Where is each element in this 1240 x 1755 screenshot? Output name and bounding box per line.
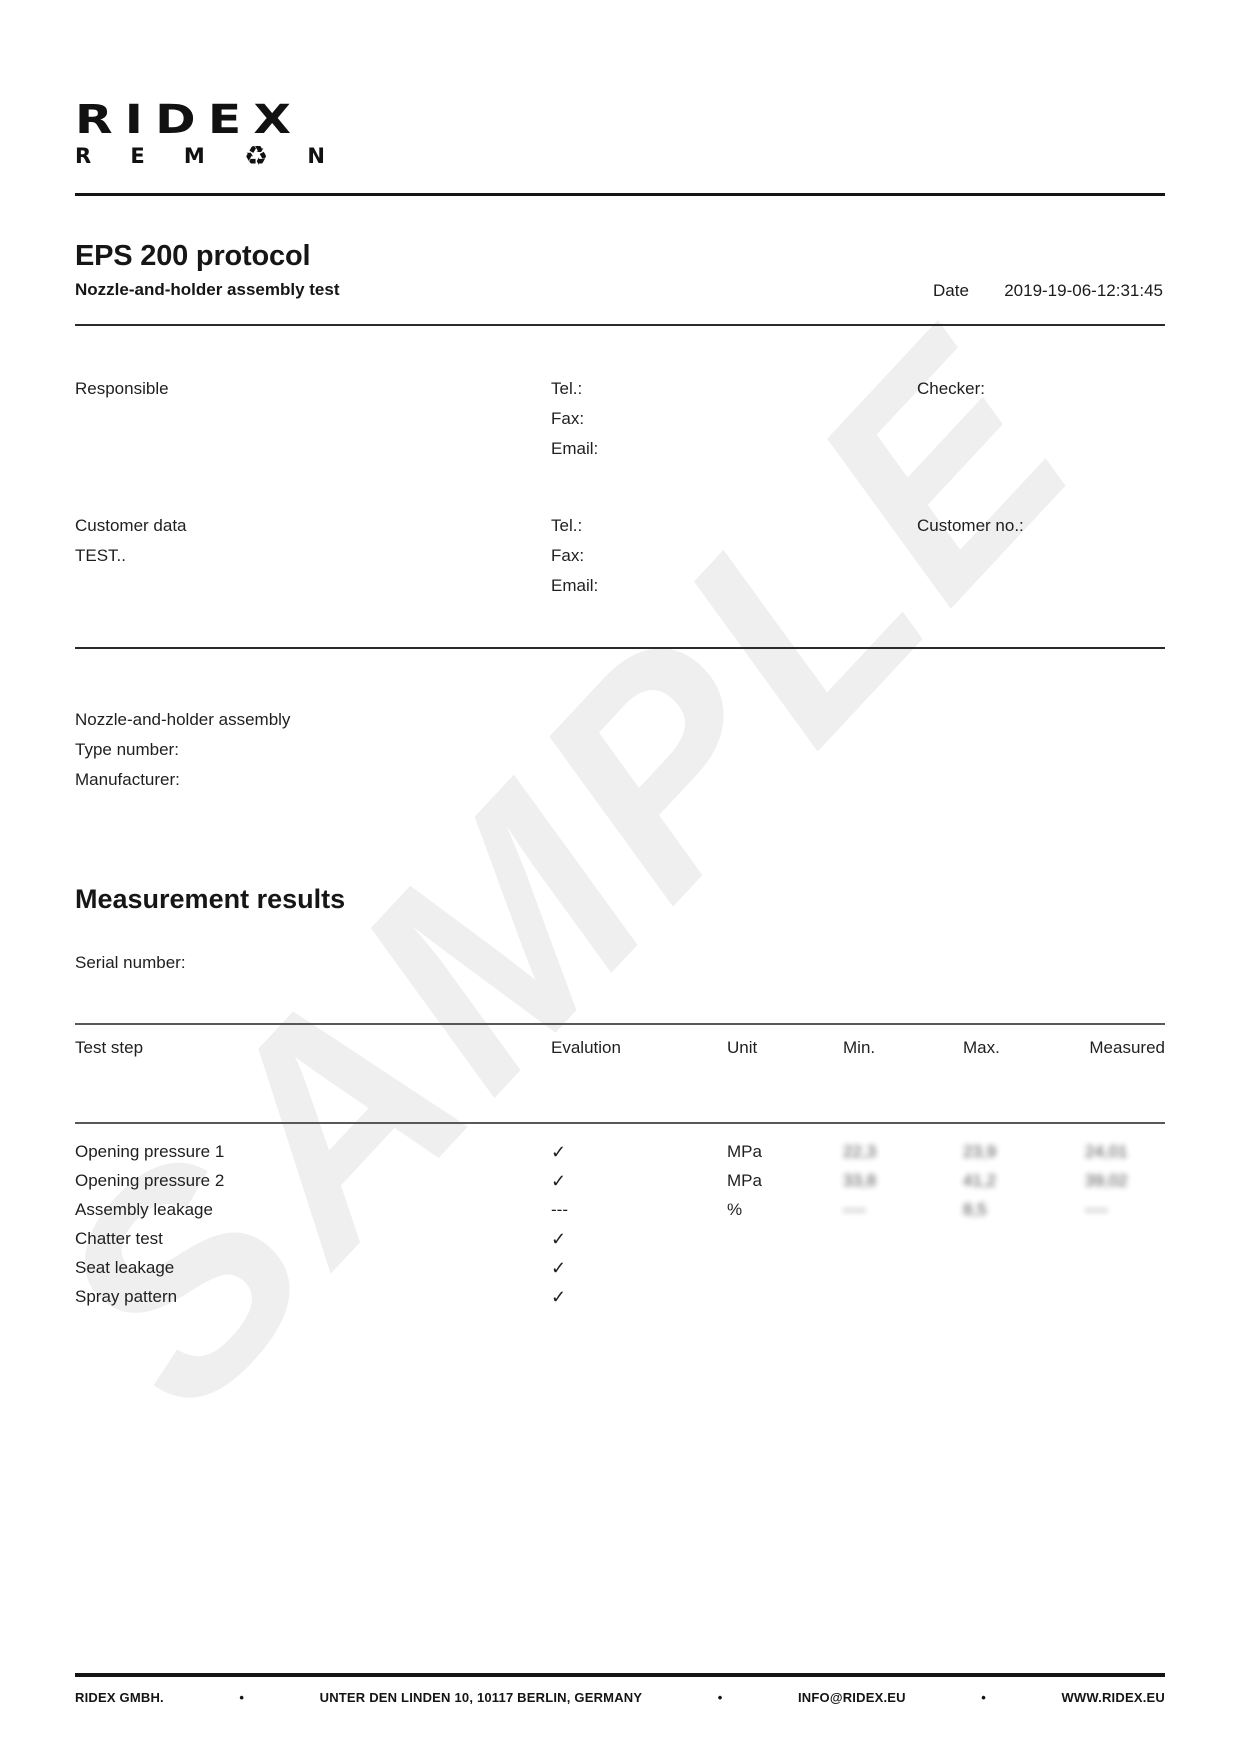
max-value-cell	[963, 1229, 1085, 1249]
recycle-icon: ♻	[244, 141, 269, 172]
col-header-min: Min.	[843, 1038, 876, 1057]
footer-divider	[75, 1673, 1165, 1677]
table-row: Seat leakage ✓	[75, 1258, 1165, 1278]
table-header-row: Test step Evalution Unit Min. Max. Measu…	[75, 1038, 1165, 1058]
customer-tel-label: Tel.:	[551, 516, 583, 535]
test-step-cell: Opening pressure 2	[75, 1171, 225, 1190]
logo-letter-e: E	[130, 144, 145, 169]
page-subtitle: Nozzle-and-holder assembly test	[75, 280, 340, 299]
footer-bullet-icon: •	[981, 1690, 986, 1705]
evaluation-cell: ✓	[551, 1287, 567, 1307]
measurement-results-heading: Measurement results	[75, 884, 346, 914]
customer-email-label: Email:	[551, 576, 599, 595]
test-step-cell: Chatter test	[75, 1229, 163, 1248]
logo-brand-text: RIDEX	[75, 97, 304, 143]
logo-letter-n: N	[307, 144, 325, 169]
min-value-cell	[843, 1229, 963, 1249]
min-value-cell: 22,3	[843, 1142, 877, 1161]
min-value-cell	[843, 1258, 963, 1278]
test-step-cell: Seat leakage	[75, 1258, 175, 1277]
max-value-cell: 23,9	[963, 1142, 997, 1161]
evaluation-cell: ✓	[551, 1258, 567, 1278]
unit-cell: MPa	[727, 1171, 762, 1190]
evaluation-cell: ---	[551, 1200, 568, 1219]
customer-no-label: Customer no.:	[917, 516, 1024, 535]
col-header-measured: Measured	[1089, 1038, 1165, 1057]
test-step-cell: Assembly leakage	[75, 1200, 213, 1219]
checker-label: Checker:	[917, 379, 986, 398]
table-row: Assembly leakage --- % ---- 8,5 ----	[75, 1200, 1165, 1220]
responsible-label: Responsible	[75, 379, 169, 398]
responsible-fax-label: Fax:	[551, 409, 585, 428]
type-number-label: Type number:	[75, 740, 179, 759]
title-divider	[75, 324, 1165, 326]
footer: RIDEX GMBH. • UNTER DEN LINDEN 10, 10117…	[75, 1690, 1165, 1705]
unit-cell: %	[727, 1200, 743, 1219]
evaluation-cell: ✓	[551, 1142, 567, 1162]
footer-website: WWW.RIDEX.EU	[1061, 1690, 1165, 1705]
max-value-cell	[963, 1258, 1085, 1278]
header-divider	[75, 193, 1165, 196]
footer-address: UNTER DEN LINDEN 10, 10117 BERLIN, GERMA…	[319, 1690, 643, 1705]
max-value-cell: 8,5	[963, 1200, 987, 1219]
measured-value-cell	[1085, 1258, 1165, 1278]
footer-bullet-icon: •	[239, 1690, 245, 1705]
col-header-test-step: Test step	[75, 1038, 144, 1057]
max-value-cell	[963, 1287, 1085, 1307]
customer-fax-label: Fax:	[551, 546, 585, 565]
unit-cell	[727, 1287, 843, 1307]
date-label: Date	[933, 281, 969, 300]
table-row: Chatter test ✓	[75, 1229, 1165, 1249]
measured-value-cell: 39,02	[1085, 1171, 1128, 1190]
unit-cell: MPa	[727, 1142, 762, 1161]
test-step-cell: Opening pressure 1	[75, 1142, 225, 1161]
logo-reman-row: R E M ♻ N	[75, 141, 325, 172]
unit-cell	[727, 1229, 843, 1249]
serial-number-label: Serial number:	[75, 953, 186, 972]
ridex-reman-logo: RIDEX R E M ♻ N	[75, 100, 325, 172]
unit-cell	[727, 1258, 843, 1278]
logo-letter-m: M	[183, 144, 205, 169]
max-value-cell: 41,2	[963, 1171, 997, 1190]
table-top-rule	[75, 1023, 1165, 1025]
table-row: Opening pressure 1 ✓ MPa 22,3 23,9 24,01	[75, 1142, 1165, 1162]
test-step-cell: Spray pattern	[75, 1287, 178, 1306]
measured-value-cell: 24,01	[1085, 1142, 1128, 1161]
table-header-rule	[75, 1122, 1165, 1124]
date-value: 2019-19-06-12:31:45	[1004, 281, 1163, 300]
responsible-email-label: Email:	[551, 439, 599, 458]
measured-value-cell: ----	[1085, 1200, 1108, 1219]
measured-value-cell	[1085, 1229, 1165, 1249]
measured-value-cell	[1085, 1287, 1165, 1307]
min-value-cell	[843, 1287, 963, 1307]
customer-name-value: TEST..	[75, 546, 127, 565]
col-header-max: Max.	[963, 1038, 1000, 1057]
assembly-title: Nozzle-and-holder assembly	[75, 710, 291, 729]
evaluation-cell: ✓	[551, 1171, 567, 1191]
logo-letter-r: R	[75, 144, 92, 169]
responsible-tel-label: Tel.:	[551, 379, 583, 398]
col-header-evaluation: Evalution	[551, 1038, 621, 1057]
table-row: Spray pattern ✓	[75, 1287, 1165, 1307]
customer-divider	[75, 647, 1165, 649]
footer-company: RIDEX GMBH.	[75, 1690, 164, 1705]
footer-email: INFO@RIDEX.EU	[797, 1690, 906, 1705]
table-row: Opening pressure 2 ✓ MPa 33,8 41,2 39,02	[75, 1171, 1165, 1191]
customer-data-label: Customer data	[75, 516, 187, 535]
footer-bullet-icon: •	[717, 1690, 723, 1705]
evaluation-cell: ✓	[551, 1229, 567, 1249]
page-title: EPS 200 protocol	[75, 240, 311, 272]
manufacturer-label: Manufacturer:	[75, 770, 180, 789]
min-value-cell: ----	[843, 1200, 866, 1219]
min-value-cell: 33,8	[843, 1171, 877, 1190]
col-header-unit: Unit	[727, 1038, 758, 1057]
